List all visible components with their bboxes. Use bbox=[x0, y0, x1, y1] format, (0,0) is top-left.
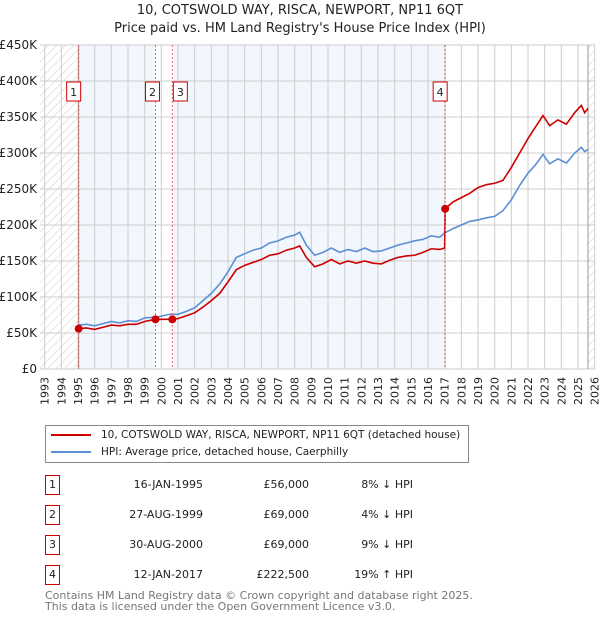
x-tick-label: 2007 bbox=[272, 377, 285, 405]
sale-marker-box bbox=[432, 81, 448, 102]
x-tick-label: 2010 bbox=[322, 377, 335, 405]
x-tick-label: 2008 bbox=[289, 377, 302, 405]
y-tick-label: £150K bbox=[0, 254, 38, 268]
transaction-price: £69,000 bbox=[263, 508, 310, 521]
chart-title: 10, COTSWOLD WAY, RISCA, NEWPORT, NP11 6… bbox=[136, 3, 464, 18]
transaction-number: 4 bbox=[45, 565, 60, 585]
x-tick-label: 1993 bbox=[39, 377, 52, 405]
transaction-date: 16-JAN-1995 bbox=[133, 478, 203, 491]
x-tick-label: 1996 bbox=[89, 377, 102, 405]
transaction-date: 27-AUG-1999 bbox=[129, 508, 203, 521]
y-tick-label: £250K bbox=[0, 182, 38, 196]
x-tick-label: 1994 bbox=[55, 377, 68, 405]
x-tick-label: 2013 bbox=[372, 377, 385, 405]
x-tick-label: 2015 bbox=[405, 377, 418, 405]
legend-item-hpi: HPI: Average price, detached house, Caer… bbox=[51, 446, 348, 458]
x-tick-label: 2009 bbox=[305, 377, 318, 405]
sale-point bbox=[168, 315, 177, 324]
x-tick-label: 2022 bbox=[522, 377, 535, 405]
legend-item-property: 10, COTSWOLD WAY, RISCA, NEWPORT, NP11 6… bbox=[51, 429, 460, 441]
footer-copyright: Contains HM Land Registry data © Crown c… bbox=[45, 589, 473, 602]
x-tick-label: 2016 bbox=[422, 377, 435, 405]
x-tick-label: 2026 bbox=[589, 377, 600, 405]
transaction-hpi-diff: 19% ↑ HPI bbox=[354, 568, 413, 581]
shaded-ownership-region bbox=[78, 45, 446, 369]
x-tick-label: 2018 bbox=[455, 377, 468, 405]
hatched-region-after bbox=[588, 45, 595, 369]
sale-marker-label: 1 bbox=[70, 86, 77, 99]
y-tick-label: £0 bbox=[22, 362, 37, 376]
gap-region bbox=[155, 45, 173, 369]
sale-point bbox=[74, 324, 83, 333]
x-tick-label: 2012 bbox=[355, 377, 368, 405]
x-tick-label: 2014 bbox=[389, 377, 402, 405]
x-tick-label: 2000 bbox=[155, 377, 168, 405]
chart-legend: 10, COTSWOLD WAY, RISCA, NEWPORT, NP11 6… bbox=[45, 425, 469, 463]
transaction-number: 2 bbox=[45, 505, 60, 525]
y-tick-label: £450K bbox=[0, 38, 38, 52]
sale-marker-box bbox=[172, 81, 188, 102]
x-tick-label: 1998 bbox=[122, 377, 135, 405]
footer: Contains HM Land Registry data © Crown c… bbox=[45, 590, 473, 612]
sale-point bbox=[441, 204, 450, 213]
sale-point bbox=[151, 315, 160, 324]
x-tick-label: 1999 bbox=[139, 377, 152, 405]
transaction-date: 12-JAN-2017 bbox=[133, 568, 203, 581]
legend-label-hpi: HPI: Average price, detached house, Caer… bbox=[101, 446, 349, 458]
transaction-number: 1 bbox=[45, 475, 60, 495]
sale-marker-label: 2 bbox=[149, 86, 156, 99]
footer-licence: This data is licensed under the Open Gov… bbox=[45, 600, 396, 613]
price-chart: 1 2 3 4 1993 1994 1995 1996 1997 1998 1999 2000 2001… bbox=[0, 38, 600, 405]
x-tick-label: 2017 bbox=[439, 377, 452, 405]
x-tick-label: 2024 bbox=[555, 377, 568, 405]
x-tick-label: 2021 bbox=[505, 377, 518, 405]
y-tick-label: £300K bbox=[0, 146, 38, 160]
x-tick-label: 2023 bbox=[539, 377, 552, 405]
legend-label-property: 10, COTSWOLD WAY, RISCA, NEWPORT, NP11 6… bbox=[101, 429, 461, 441]
y-tick-label: £100K bbox=[0, 290, 38, 304]
x-tick-label: 1995 bbox=[72, 377, 85, 405]
x-tick-label: 2020 bbox=[489, 377, 502, 405]
hpi-line bbox=[77, 146, 589, 327]
x-tick-label: 2003 bbox=[205, 377, 218, 405]
x-tick-label: 2006 bbox=[255, 377, 268, 405]
transaction-number: 3 bbox=[45, 535, 60, 555]
sale-marker-box bbox=[66, 81, 82, 102]
transaction-hpi-diff: 4% ↓ HPI bbox=[361, 508, 413, 521]
y-tick-label: £350K bbox=[0, 110, 38, 124]
legend-red-line bbox=[51, 434, 91, 436]
x-tick-label: 2005 bbox=[239, 377, 252, 405]
x-tick-label: 2004 bbox=[222, 377, 235, 405]
chart-subtitle: Price paid vs. HM Land Registry's House … bbox=[114, 21, 486, 36]
x-tick-label: 2011 bbox=[339, 377, 352, 405]
transaction-price: £69,000 bbox=[263, 538, 310, 551]
sale-marker-label: 4 bbox=[437, 86, 444, 99]
x-tick-label: 2019 bbox=[472, 377, 485, 405]
sale-marker-label: 3 bbox=[177, 86, 184, 99]
y-tick-label: £50K bbox=[6, 326, 38, 340]
x-tick-label: 2001 bbox=[172, 377, 185, 405]
x-tick-label: 1997 bbox=[105, 377, 118, 405]
transaction-hpi-diff: 8% ↓ HPI bbox=[361, 478, 413, 491]
transaction-price: £56,000 bbox=[263, 478, 310, 491]
x-tick-label: 2002 bbox=[189, 377, 202, 405]
transaction-date: 30-AUG-2000 bbox=[129, 538, 203, 551]
x-tick-label: 2025 bbox=[572, 377, 585, 405]
legend-blue-line bbox=[51, 451, 91, 453]
transaction-hpi-diff: 9% ↓ HPI bbox=[361, 538, 413, 551]
y-tick-label: £200K bbox=[0, 218, 38, 232]
y-tick-label: £400K bbox=[0, 74, 38, 88]
transaction-price: £222,500 bbox=[256, 568, 310, 581]
sale-marker-box bbox=[145, 81, 161, 102]
